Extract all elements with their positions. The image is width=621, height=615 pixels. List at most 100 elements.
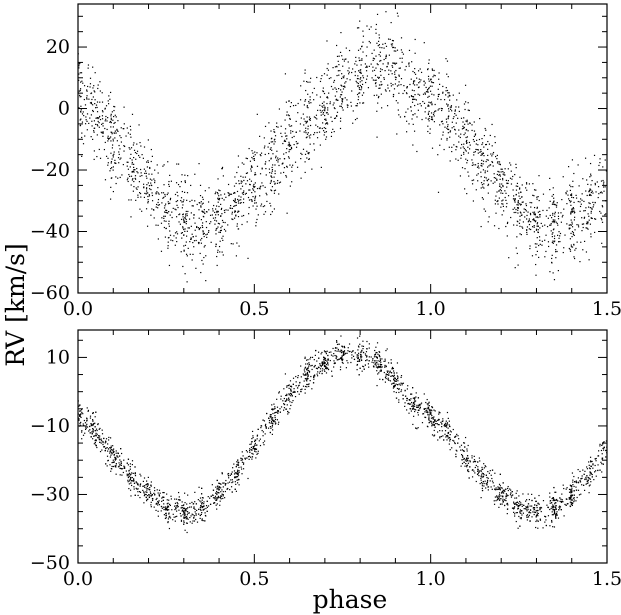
data-point [472,469,474,471]
data-point [463,134,465,136]
data-point [414,400,417,402]
data-point [278,108,281,110]
data-point [572,210,574,212]
data-point [537,515,539,517]
data-point [512,175,514,178]
data-point [405,92,408,94]
data-point [79,422,81,425]
data-point [274,138,276,140]
data-point [428,418,430,420]
data-point [119,459,121,461]
data-point [342,85,344,88]
data-point [554,204,556,206]
data-point [406,131,408,133]
data-point [431,103,433,105]
data-point [515,497,518,499]
data-point [559,500,561,502]
data-point [129,468,131,470]
data-point [189,253,191,255]
data-point [193,240,196,242]
data-point [428,120,430,122]
data-point [197,499,199,501]
data-point [588,202,590,204]
data-point [481,483,484,485]
data-point [244,193,246,195]
data-point [181,237,183,239]
data-point [570,244,572,246]
data-point [110,470,112,472]
data-point [554,203,556,206]
data-point [155,498,157,501]
data-point [171,216,173,219]
data-point [355,60,357,62]
data-point [546,225,549,228]
data-point [175,216,178,218]
data-point [183,507,185,510]
data-point [372,59,374,62]
data-point [361,370,363,372]
data-point [357,345,360,347]
data-point [557,212,560,214]
data-point [412,404,414,406]
data-point [515,193,517,196]
data-point [546,209,548,212]
data-point [480,176,482,178]
data-point [507,485,509,488]
data-point [341,101,344,103]
data-point [82,143,85,145]
data-point [377,366,379,368]
data-point [551,261,553,264]
data-point [333,81,335,83]
data-point [532,219,534,221]
data-point [203,505,205,507]
data-point [265,425,267,428]
data-point [139,208,141,210]
data-point [571,491,573,493]
data-point [526,231,528,234]
data-point [223,482,225,484]
data-point [592,206,594,208]
data-point [107,157,109,159]
data-point [555,515,557,517]
data-point [151,192,153,194]
data-point [159,492,161,494]
data-point [604,186,606,188]
data-point [454,109,456,111]
data-point [446,422,449,424]
data-point [392,46,395,49]
data-point [531,493,533,495]
data-point [308,151,310,154]
data-point [581,475,583,477]
data-point [498,483,501,485]
data-point [147,139,149,141]
data-point [540,222,542,225]
data-point [445,90,447,92]
data-point [220,203,222,205]
data-point [580,198,582,200]
data-point [123,459,125,461]
data-point [423,42,425,44]
data-point [96,117,98,119]
data-point [316,118,318,120]
data-point [270,418,273,420]
data-point [288,124,290,126]
data-point [304,161,306,163]
data-point [601,206,604,208]
data-point [352,110,354,112]
data-point [92,66,94,68]
data-point [340,335,342,337]
data-point [360,64,362,66]
data-point [240,188,242,190]
data-point [540,510,542,513]
data-point [391,366,394,369]
data-point [273,403,275,405]
data-point [78,65,80,67]
data-point [340,105,342,107]
data-point [338,88,340,90]
data-point [435,110,437,112]
data-point [144,192,146,194]
data-point [513,200,516,202]
data-point [92,430,94,432]
data-point [236,223,238,225]
data-point [513,506,516,508]
